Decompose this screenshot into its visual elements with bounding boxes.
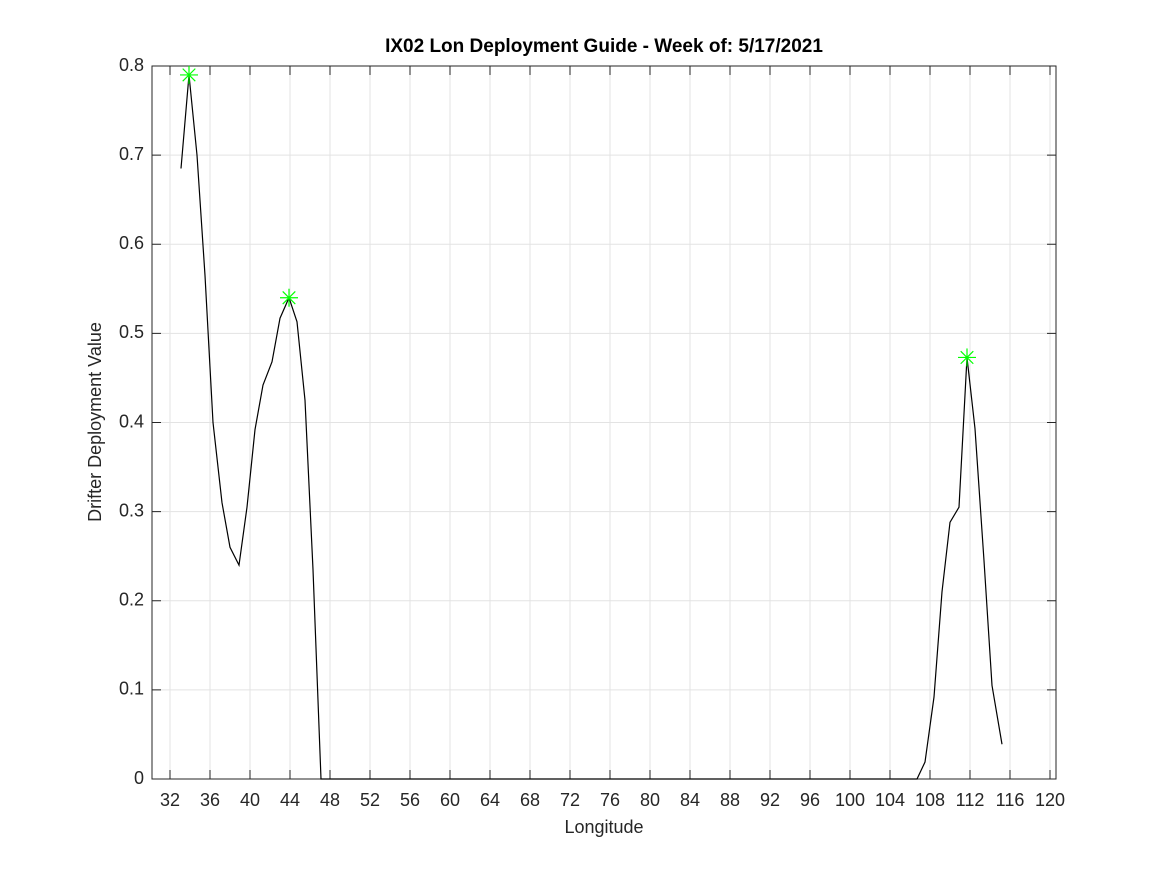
x-tick-label: 36	[200, 790, 220, 810]
x-tick-label: 104	[875, 790, 905, 810]
y-tick-label: 0.3	[119, 500, 144, 520]
x-tick-label: 56	[400, 790, 420, 810]
x-tick-label: 84	[680, 790, 700, 810]
x-tick-label: 68	[520, 790, 540, 810]
x-axis-label: Longitude	[564, 817, 643, 837]
x-tick-label: 52	[360, 790, 380, 810]
x-tick-label: 44	[280, 790, 300, 810]
x-tick-label: 88	[720, 790, 740, 810]
peak-marker	[958, 348, 976, 367]
x-tick-label: 116	[996, 790, 1025, 810]
x-tick-label: 48	[320, 790, 340, 810]
y-tick-label: 0.7	[119, 144, 144, 164]
x-tick-label: 100	[835, 790, 865, 810]
y-tick-label: 0	[134, 768, 144, 788]
x-tick-label: 92	[760, 790, 780, 810]
x-tick-label: 64	[480, 790, 500, 810]
x-tick-label: 60	[440, 790, 460, 810]
y-tick-label: 0.8	[119, 55, 144, 75]
peak-marker	[280, 288, 298, 307]
x-tick-label: 80	[640, 790, 660, 810]
y-tick-label: 0.4	[119, 411, 144, 431]
y-tick-label: 0.2	[119, 590, 144, 610]
y-tick-label: 0.5	[119, 322, 144, 342]
chart-title: IX02 Lon Deployment Guide - Week of: 5/1…	[385, 36, 823, 57]
x-tick-label: 32	[160, 790, 180, 810]
x-tick-label: 76	[600, 790, 620, 810]
x-tick-label: 120	[1035, 790, 1065, 810]
x-tick-label: 96	[800, 790, 820, 810]
y-axis-label: Drifter Deployment Value	[85, 322, 105, 522]
x-tick-label: 108	[915, 790, 945, 810]
y-tick-label: 0.6	[119, 233, 144, 253]
y-tick-label: 0.1	[119, 679, 144, 699]
peak-marker	[180, 65, 198, 84]
x-tick-label: 72	[560, 790, 580, 810]
data-line	[180, 74, 1003, 780]
x-tick-label: 40	[240, 790, 260, 810]
x-tick-label: 112	[956, 790, 985, 810]
